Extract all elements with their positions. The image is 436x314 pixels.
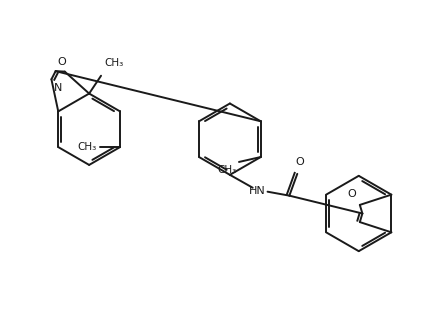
Text: CH₃: CH₃ — [218, 165, 237, 175]
Text: O: O — [58, 57, 66, 67]
Text: O: O — [295, 157, 303, 167]
Text: N: N — [53, 83, 62, 93]
Text: HN: HN — [249, 186, 266, 196]
Text: CH₃: CH₃ — [104, 58, 123, 68]
Text: O: O — [347, 189, 356, 199]
Text: CH₃: CH₃ — [77, 142, 96, 152]
